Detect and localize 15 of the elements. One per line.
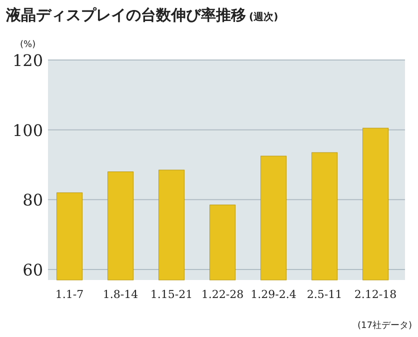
x-tick-label: 1.8-14 [102, 288, 138, 301]
x-tick-label: 2.12-18 [354, 288, 397, 301]
x-tick-label: 1.29-2.4 [250, 288, 296, 301]
text: (17社データ) [358, 320, 412, 331]
x-tick-label: 1.22-28 [201, 288, 244, 301]
y-axis-title: (%) [20, 40, 36, 50]
x-tick-label: 1.1-7 [55, 288, 84, 301]
y-tick-label: 60 [22, 260, 43, 280]
y-tick-label: 80 [22, 190, 43, 210]
x-tick-label: 2.5-11 [306, 288, 342, 301]
x-tick-label: 1.15-21 [150, 288, 193, 301]
y-tick-label: 120 [12, 51, 43, 70]
y-tick-label: 100 [12, 120, 43, 140]
chart-subtitle: (週次) [249, 11, 278, 23]
chart-title: 液晶ディスプレイの台数伸び率推移 [5, 6, 246, 24]
